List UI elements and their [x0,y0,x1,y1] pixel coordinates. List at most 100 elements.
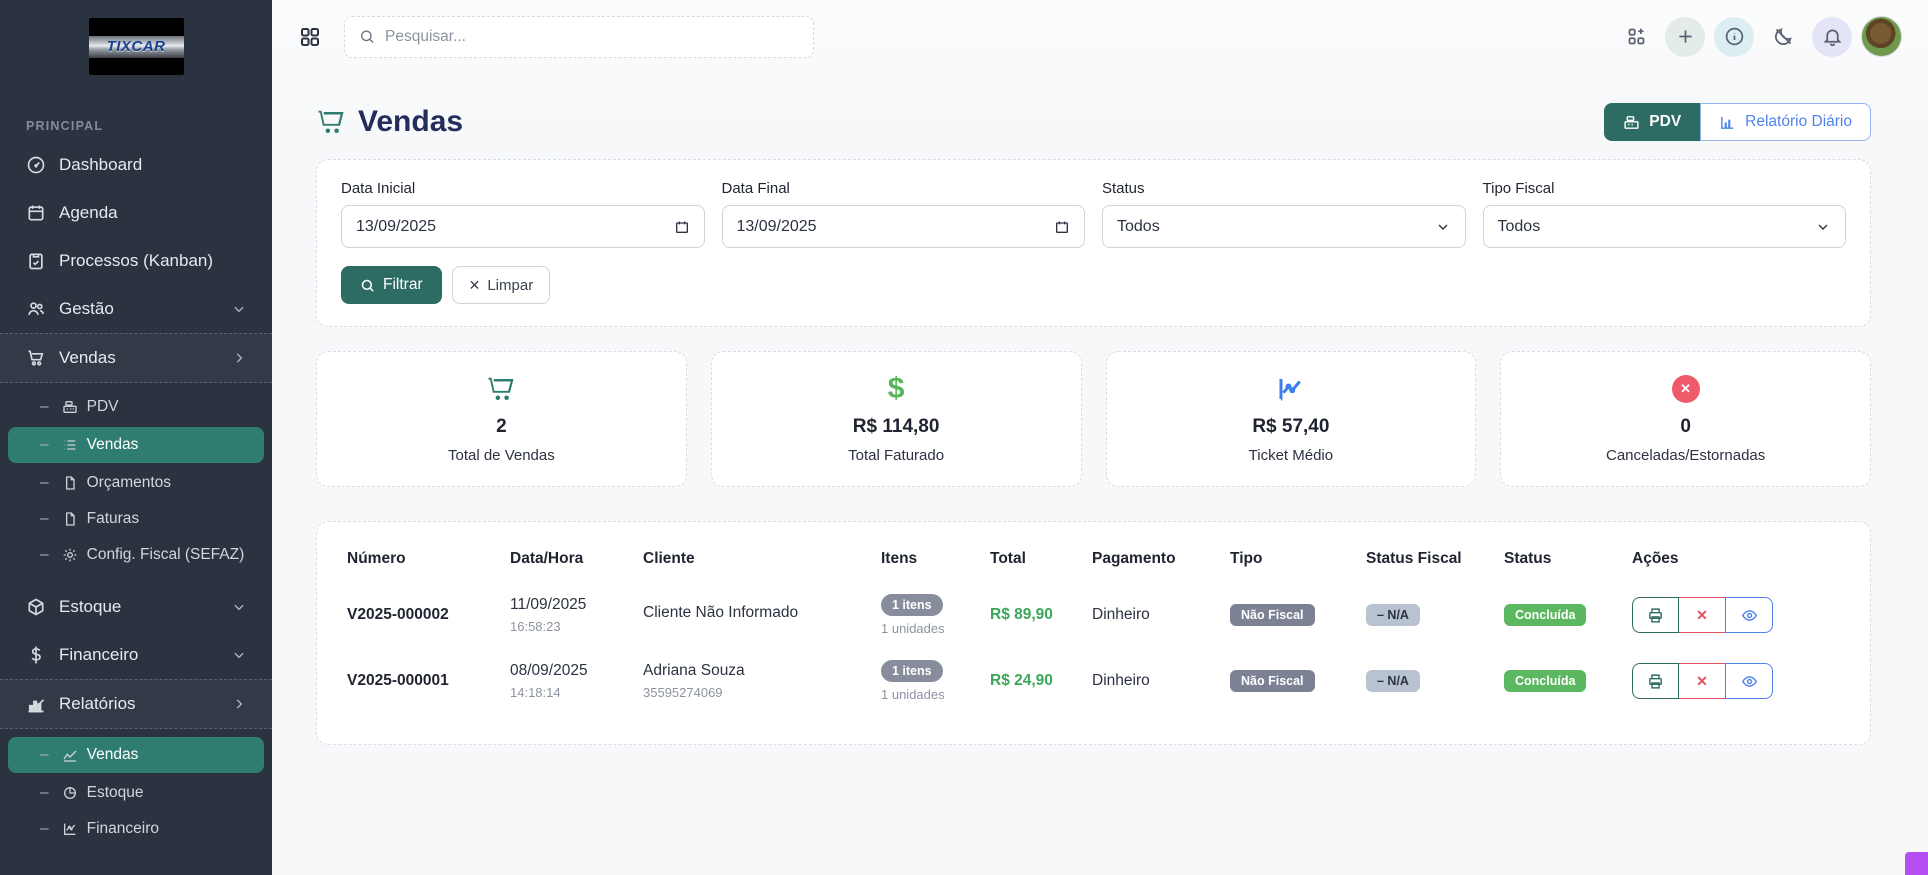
status-badge: Concluída [1504,670,1586,692]
col-header-numero: Número [347,550,510,568]
print-button[interactable] [1632,663,1679,699]
dash-bullet [40,546,53,564]
data-final-label: Data Final [722,180,1086,197]
sidebar-item-label: Vendas [59,348,116,368]
sidebar-subitem-label: Vendas [87,746,139,764]
row-actions: ✕ [1632,663,1773,699]
cell-pagamento: Dinheiro [1092,672,1230,690]
user-avatar[interactable] [1861,16,1902,57]
data-final-input[interactable]: 13/09/2025 [722,205,1086,248]
sidebar-item-gestao[interactable]: Gestão [0,285,272,333]
sidebar-item-vendas[interactable]: Vendas [0,333,272,383]
topbar [272,0,1928,73]
dash-bullet [40,398,53,416]
sidebar-item-processos[interactable]: Processos (Kanban) [0,237,272,285]
col-header-cliente: Cliente [643,550,881,568]
clipboard-check-icon [26,251,46,271]
sidebar-subitem-vendas[interactable]: Vendas [8,427,264,463]
stat-card-canceladas: ✕ 0 Canceladas/Estornadas [1500,351,1871,487]
brand-logo-text: TIXCAR [107,38,166,55]
cell-data: 08/09/2025 [510,662,643,680]
cell-pagamento: Dinheiro [1092,606,1230,624]
sidebar-vendas-subgroup: PDV Vendas Orçamentos Faturas Config. Fi [0,383,272,583]
pdv-button[interactable]: PDV [1604,103,1700,141]
cash-register-icon [62,399,78,415]
dash-bullet [40,510,53,528]
sidebar-subitem-pdv[interactable]: PDV [0,389,272,425]
eye-icon [1741,607,1758,624]
sidebar-item-estoque[interactable]: Estoque [0,583,272,631]
cell-numero: V2025-000002 [347,606,510,624]
tipo-fiscal-select[interactable]: Todos [1483,205,1847,248]
pdv-button-label: PDV [1649,113,1681,131]
search-input[interactable] [385,28,799,46]
dollar-icon: $ [722,372,1071,406]
chevron-right-icon [232,351,246,365]
sidebar-subitem-rel-financeiro[interactable]: Financeiro [0,811,272,847]
main-area: Vendas PDV Relatório Diário [272,0,1928,875]
view-button[interactable] [1726,663,1773,699]
cancel-sale-button[interactable]: ✕ [1679,597,1726,633]
brand-logo[interactable]: TIXCAR [0,0,272,85]
floating-action-partial[interactable] [1905,852,1928,875]
sidebar-item-relatorios[interactable]: Relatórios [0,679,272,729]
apps-grid-icon[interactable] [298,25,322,49]
calendar-icon [674,219,690,235]
print-button[interactable] [1632,597,1679,633]
dash-bullet [40,436,53,454]
dark-mode-toggle[interactable] [1763,17,1803,57]
sidebar-subitem-faturas[interactable]: Faturas [0,501,272,537]
quick-add-button[interactable] [1665,17,1705,57]
status-badge: Concluída [1504,604,1586,626]
plus-icon [1675,26,1696,47]
view-button[interactable] [1726,597,1773,633]
notifications-button[interactable] [1812,17,1852,57]
row-actions: ✕ [1632,597,1773,633]
tipo-fiscal-value: Todos [1498,218,1541,236]
stat-value: 2 [327,416,676,438]
cancel-sale-button[interactable]: ✕ [1679,663,1726,699]
cell-data-hora: 11/09/2025 16:58:23 [510,596,643,634]
widgets-add-button[interactable] [1616,17,1656,57]
stat-label: Total Faturado [722,447,1071,464]
daily-report-button-label: Relatório Diário [1745,113,1852,131]
daily-report-button[interactable]: Relatório Diário [1700,103,1871,141]
sidebar-subitem-label: Faturas [87,510,140,528]
col-header-tipo: Tipo [1230,550,1366,568]
data-inicial-input[interactable]: 13/09/2025 [341,205,705,248]
cell-tipo: Não Fiscal [1230,670,1366,692]
sidebar-item-financeiro[interactable]: Financeiro [0,631,272,679]
filter-buttons: Filtrar ✕ Limpar [341,266,1846,304]
table-row: V2025-000002 11/09/2025 16:58:23 Cliente… [347,582,1840,648]
brand-logo-box: TIXCAR [89,18,184,75]
info-button[interactable] [1714,17,1754,57]
sidebar-subitem-label: Financeiro [87,820,159,838]
cell-itens: 1 itens 1 unidades [881,660,990,702]
chart-bars-icon [1719,114,1736,131]
status-label: Status [1102,180,1466,197]
sidebar-subitem-orcamentos[interactable]: Orçamentos [0,465,272,501]
cell-cliente: Cliente Não Informado [643,604,881,627]
filter-button-label: Filtrar [383,276,423,294]
calendar-icon [1054,219,1070,235]
sidebar-subitem-rel-estoque[interactable]: Estoque [0,775,272,811]
sidebar-subitem-config-fiscal[interactable]: Config. Fiscal (SEFAZ) [0,537,272,573]
status-select[interactable]: Todos [1102,205,1466,248]
bar-chart-icon [26,694,46,714]
users-icon [26,299,46,319]
cash-register-icon [1623,114,1640,131]
filter-fields: Data Inicial 13/09/2025 Data Final 13/09… [341,180,1846,248]
filter-button[interactable]: Filtrar [341,266,442,304]
table-row: V2025-000001 08/09/2025 14:18:14 Adriana… [347,648,1840,714]
sidebar-relatorios-subgroup: Vendas Estoque Financeiro [0,729,272,857]
data-final-value: 13/09/2025 [737,218,817,236]
sidebar-item-agenda[interactable]: Agenda [0,189,272,237]
grid-plus-icon [1626,26,1647,47]
sidebar-item-dashboard[interactable]: Dashboard [0,141,272,189]
printer-icon [1647,607,1664,624]
file-icon [62,511,78,527]
clear-button[interactable]: ✕ Limpar [452,266,551,304]
page-header-actions: PDV Relatório Diário [1604,103,1871,141]
sidebar-subitem-rel-vendas[interactable]: Vendas [8,737,264,773]
itens-badge: 1 itens [881,660,943,682]
